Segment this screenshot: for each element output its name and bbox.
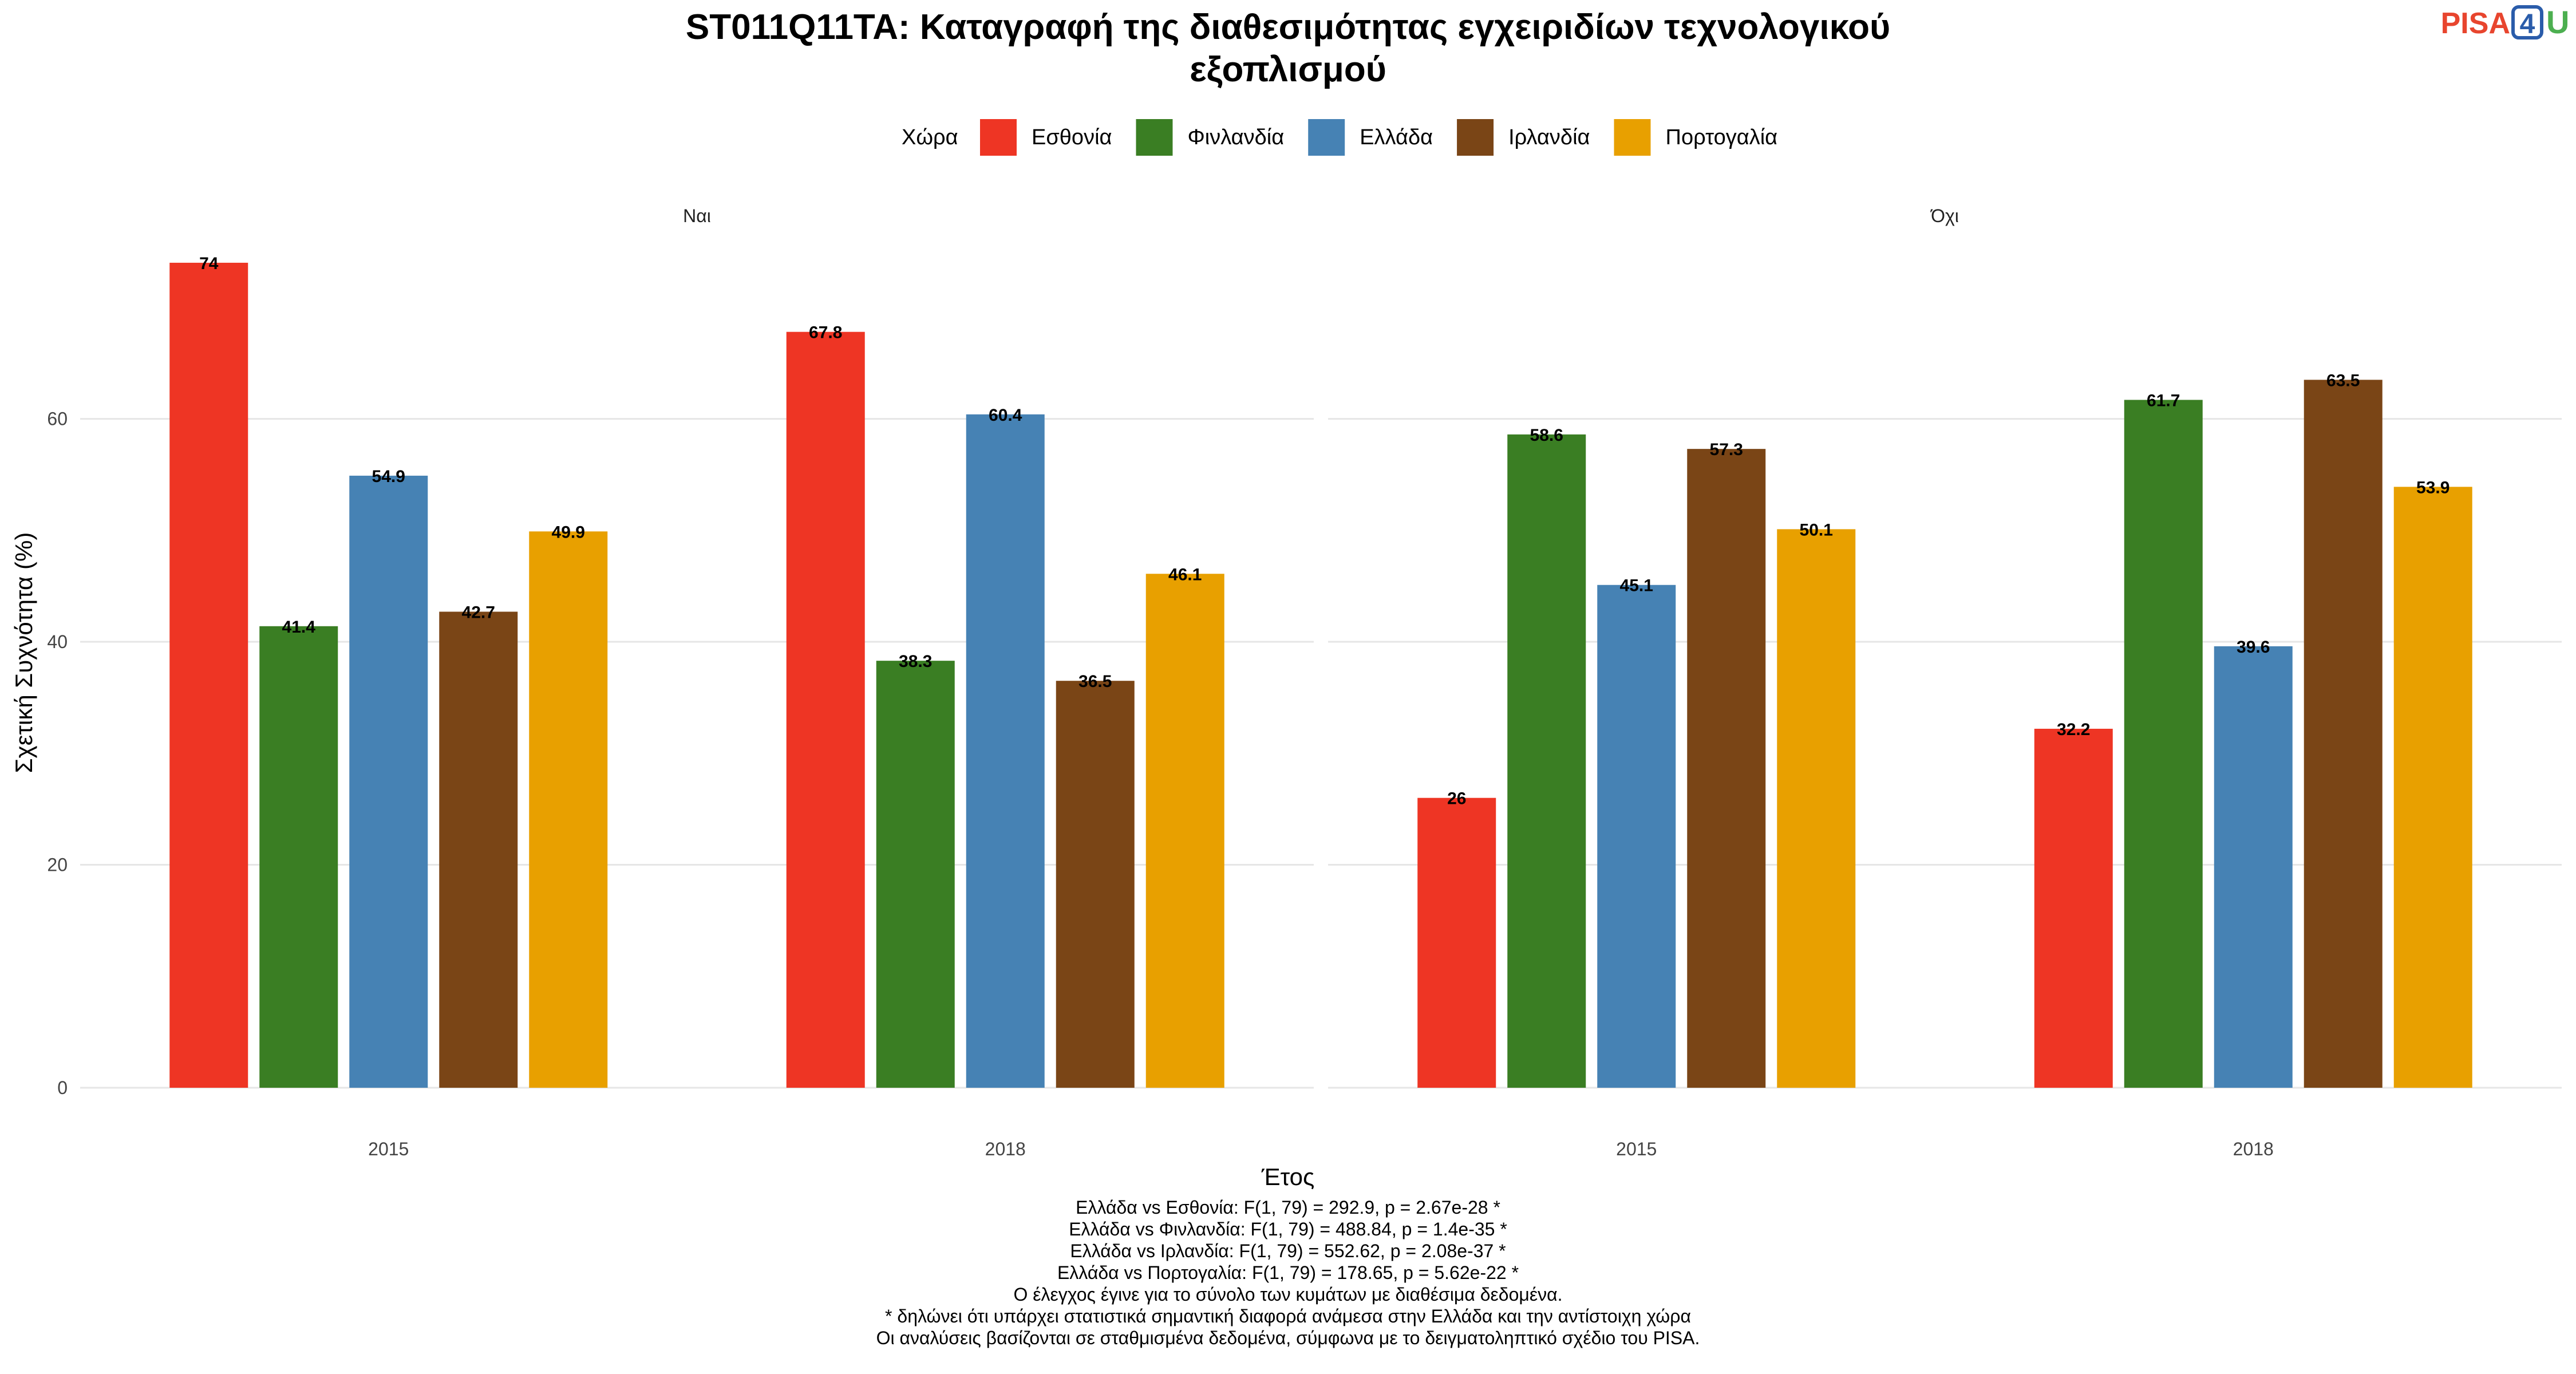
footnote-line: Ελλάδα vs Εσθονία: F(1, 79) = 292.9, p =… (1076, 1197, 1500, 1218)
y-tick-label: 60 (47, 409, 68, 429)
footnote-line: Ελλάδα vs Πορτογαλία: F(1, 79) = 178.65,… (1057, 1262, 1519, 1283)
bar (259, 626, 338, 1088)
y-axis-title: Σχετική Συχνότητα (%) (10, 532, 37, 773)
legend-item: Φινλανδία (1136, 119, 1284, 156)
legend-item: Εσθονία (980, 119, 1112, 156)
bar (439, 611, 518, 1088)
footnotes: Ελλάδα vs Εσθονία: F(1, 79) = 292.9, p =… (876, 1197, 1700, 1348)
data-label: 53.9 (2416, 478, 2449, 497)
legend-label: Εσθονία (1032, 125, 1112, 149)
bar (2034, 728, 2113, 1088)
facet-panel: Όχι 26 58.6 45.1 57.3 50.1 2015 32.2 61.7 39.6 63.… (1328, 206, 2562, 1159)
data-label: 38.3 (899, 652, 932, 671)
data-label: 41.4 (282, 618, 316, 637)
data-label: 42.7 (462, 603, 495, 622)
x-axis-title: Έτος (1261, 1163, 1315, 1190)
bar (169, 262, 248, 1088)
footnote-line: * δηλώνει ότι υπάρχει στατιστικά σημαντι… (885, 1306, 1691, 1326)
legend-item: Ιρλανδία (1457, 119, 1590, 156)
bar (1417, 797, 1496, 1088)
legend-swatch (1614, 119, 1651, 156)
legend-swatch (1308, 119, 1345, 156)
footnote-line: Ο έλεγχος έγινε για το σύνολο των κυμάτω… (1013, 1284, 1562, 1305)
logo-pisa-text: PISA (2441, 7, 2510, 40)
data-label: 58.6 (1530, 426, 1563, 445)
footnote-line: Οι αναλύσεις βασίζονται σε σταθμισμένα δ… (876, 1328, 1700, 1348)
facet-label: Όχι (1930, 206, 1959, 226)
data-label: 49.9 (552, 523, 585, 542)
data-label: 60.4 (989, 406, 1022, 425)
bar (2393, 487, 2472, 1088)
data-label: 46.1 (1168, 565, 1202, 584)
data-label: 39.6 (2237, 638, 2270, 657)
legend-item: Πορτογαλία (1614, 119, 1778, 156)
legend-label: Πορτογαλία (1666, 125, 1778, 149)
data-label: 63.5 (2326, 371, 2360, 390)
bar (1145, 574, 1224, 1088)
x-tick-label: 2015 (368, 1139, 409, 1159)
data-label: 67.8 (809, 323, 842, 342)
legend-label: Ελλάδα (1360, 125, 1433, 149)
legend-title: Χώρα (902, 125, 958, 149)
legend-item: Ελλάδα (1308, 119, 1433, 156)
x-tick-label: 2015 (1616, 1139, 1657, 1159)
bar (2214, 646, 2293, 1088)
bar (349, 475, 428, 1088)
bar (786, 331, 865, 1088)
bar (1507, 434, 1586, 1088)
data-label: 36.5 (1078, 672, 1112, 691)
bar (1687, 449, 1766, 1088)
footnote-line: Ελλάδα vs Φινλανδία: F(1, 79) = 488.84, … (1069, 1219, 1507, 1239)
chart-title-line2: εξοπλισμού (1190, 50, 1386, 89)
y-tick-label: 0 (57, 1077, 68, 1098)
y-tick-label: 20 (47, 855, 68, 875)
facet-panel: Ναι 74 41.4 54.9 42.7 49.9 2015 67.8 38.3 60.4 36.… (80, 206, 1314, 1159)
pisa4u-logo: PISA 4 U (2441, 4, 2570, 40)
legend-swatch (980, 119, 1017, 156)
logo-digit-box (2511, 5, 2543, 40)
x-tick-label: 2018 (985, 1139, 1026, 1159)
bar (876, 661, 955, 1088)
legend-label: Ιρλανδία (1508, 125, 1590, 149)
footnote-line: Ελλάδα vs Ιρλανδία: F(1, 79) = 552.62, p… (1070, 1241, 1506, 1261)
logo-digit: 4 (2520, 9, 2535, 40)
legend-swatch (1136, 119, 1173, 156)
data-label: 50.1 (1800, 520, 1833, 539)
chart-title-line1: ST011Q11TA: Καταγραφή της διαθεσιμότητας… (686, 7, 1890, 47)
legend-swatch (1457, 119, 1494, 156)
data-label: 45.1 (1620, 577, 1653, 595)
bar (966, 414, 1045, 1088)
bar (2304, 380, 2383, 1088)
facet-label: Ναι (683, 206, 711, 226)
data-label: 54.9 (372, 467, 405, 486)
x-tick-label: 2018 (2233, 1139, 2274, 1159)
data-label: 74 (199, 254, 219, 273)
logo-letter: U (2546, 4, 2569, 40)
data-label: 57.3 (1710, 440, 1743, 459)
plot-area: Ναι 74 41.4 54.9 42.7 49.9 2015 67.8 38.3 60.4 36.… (47, 206, 2562, 1159)
y-tick-label: 40 (47, 631, 68, 652)
bar (2124, 400, 2203, 1088)
data-label: 32.2 (2057, 720, 2090, 739)
data-label: 61.7 (2147, 391, 2180, 410)
bar (529, 531, 608, 1088)
legend-label: Φινλανδία (1187, 125, 1284, 149)
bar (1777, 529, 1856, 1088)
bar (1056, 681, 1135, 1088)
data-label: 26 (1447, 789, 1466, 808)
bar (1597, 585, 1676, 1088)
legend: Χώρα Εσθονία Φινλανδία Ελλάδα Ιρλανδία Πορτο… (902, 119, 1777, 156)
